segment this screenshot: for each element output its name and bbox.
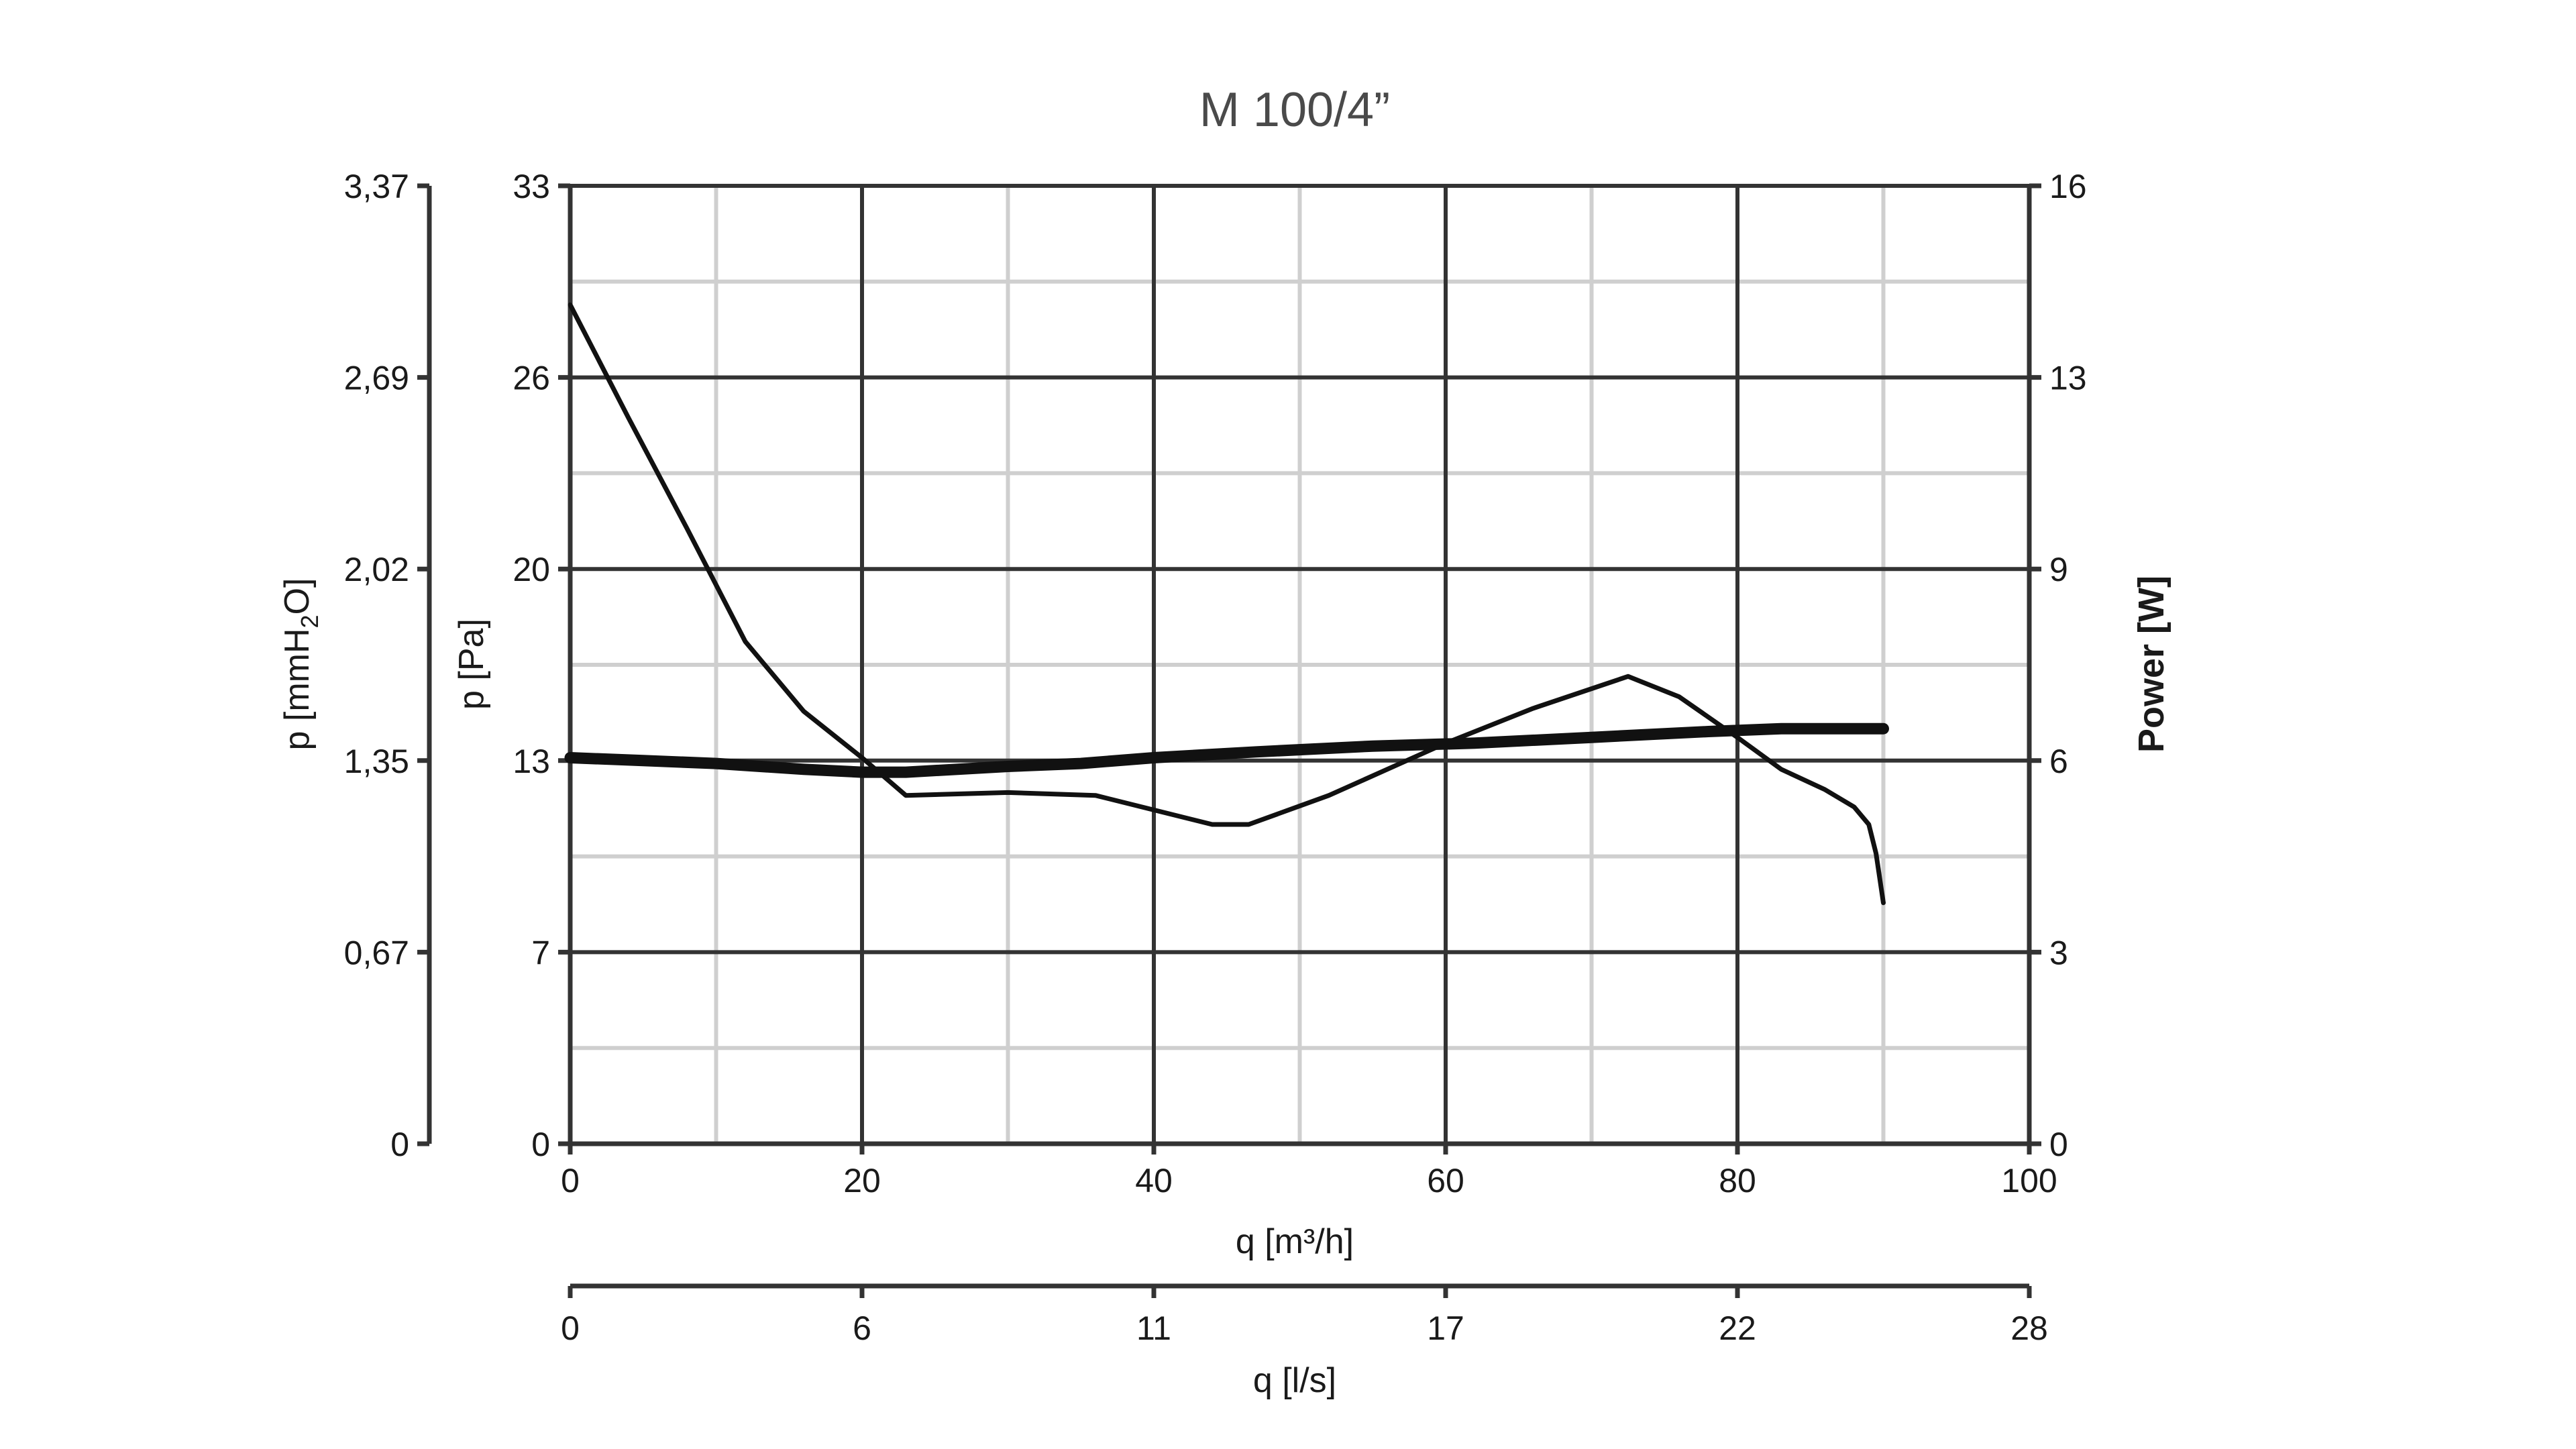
x-tick-label-m3h: 40 xyxy=(1135,1162,1173,1199)
x-tick-label-ls: 6 xyxy=(853,1309,871,1347)
x-tick-label-ls: 28 xyxy=(2010,1309,2048,1347)
y-tick-label-mmh2o: 1,35 xyxy=(344,743,409,780)
x-tick-label-ls: 0 xyxy=(561,1309,580,1347)
x-tick-label-m3h: 100 xyxy=(2001,1162,2057,1199)
y-axis-label-mmh2o: p [mmH2O] xyxy=(278,578,323,751)
plot-grid xyxy=(570,186,2029,1144)
y-tick-label-pa: 33 xyxy=(513,168,550,205)
x-tick-label-ls: 22 xyxy=(1719,1309,1756,1347)
y-tick-label-power: 0 xyxy=(2049,1126,2068,1163)
y-tick-label-mmh2o: 2,69 xyxy=(344,360,409,397)
y-tick-label-power: 3 xyxy=(2049,934,2068,971)
plot-axes xyxy=(427,184,2032,1289)
y-axis-label-pa: p [Pa] xyxy=(452,619,491,710)
x-tick-label-ls: 17 xyxy=(1427,1309,1464,1347)
x-axis-label-ls: q [l/s] xyxy=(1253,1361,1336,1400)
y-axis-label-mmh2o-end: O] xyxy=(278,578,317,615)
y-tick-label-pa: 26 xyxy=(513,360,550,397)
x-tick-label-m3h: 60 xyxy=(1427,1162,1464,1199)
performance-curves xyxy=(564,302,1889,906)
y-tick-label-pa: 20 xyxy=(513,551,550,588)
x-tick-label-m3h: 20 xyxy=(843,1162,881,1199)
y-tick-label-power: 13 xyxy=(2049,360,2087,397)
y-axis-label-power: Power [W] xyxy=(2131,576,2171,753)
y-tick-label-mmh2o: 0 xyxy=(390,1126,409,1163)
x-axis-label-m3h: q [m³/h] xyxy=(1236,1222,1354,1261)
x-tick-label-m3h: 0 xyxy=(561,1162,580,1199)
y-tick-label-mmh2o: 3,37 xyxy=(344,168,409,205)
pressure-curve xyxy=(568,302,1886,906)
y-tick-label-power: 16 xyxy=(2049,168,2087,205)
y-tick-label-mmh2o: 2,02 xyxy=(344,551,409,588)
power-curve xyxy=(564,722,1889,778)
y-tick-label-pa: 0 xyxy=(531,1126,550,1163)
chart-title: M 100/4” xyxy=(1199,83,1390,137)
y-tick-label-mmh2o: 0,67 xyxy=(344,934,409,971)
x-tick-label-m3h: 80 xyxy=(1719,1162,1756,1199)
y-tick-label-power: 6 xyxy=(2049,743,2068,780)
x-tick-label-ls: 11 xyxy=(1136,1309,1171,1347)
y-tick-label-pa: 7 xyxy=(531,934,550,971)
y-axis-label-mmh2o-sub: 2 xyxy=(296,614,323,628)
y-tick-label-power: 9 xyxy=(2049,551,2068,588)
y-tick-label-pa: 13 xyxy=(513,743,550,780)
y-axis-label-mmh2o-main: p [mmH xyxy=(278,628,317,750)
